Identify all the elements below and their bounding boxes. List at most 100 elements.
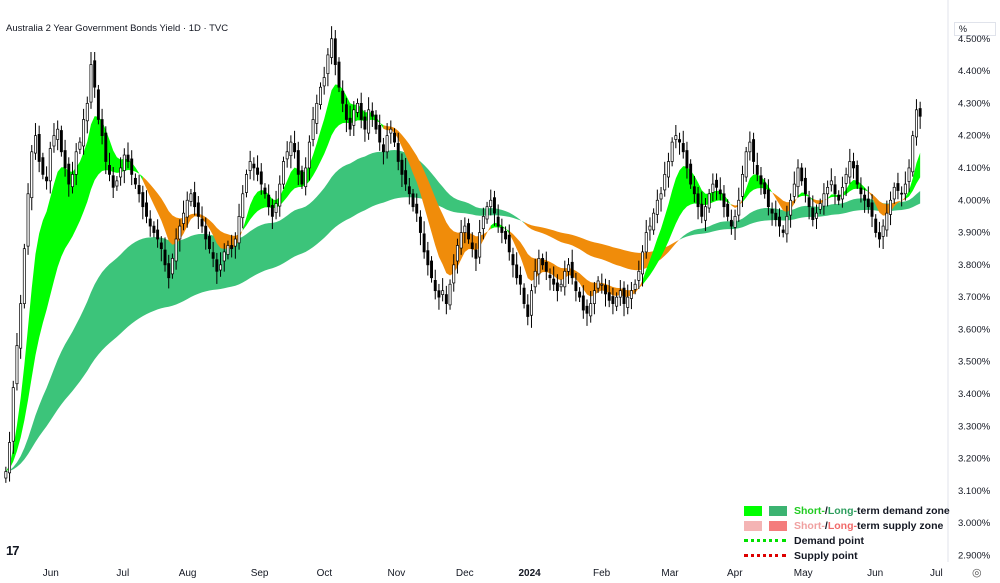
candle-body <box>93 60 97 88</box>
candle-body <box>563 270 567 288</box>
trend-bands <box>5 84 921 472</box>
candle-body <box>866 198 870 208</box>
candle-body <box>233 238 237 247</box>
candle-body <box>241 193 245 219</box>
candle-body <box>685 150 689 169</box>
candle-body <box>600 283 604 286</box>
candle-body <box>74 151 78 175</box>
candle-body <box>818 203 822 210</box>
candle-body <box>418 216 422 233</box>
candle-body <box>407 186 411 195</box>
candle-body <box>541 258 545 266</box>
candle-body <box>863 194 867 201</box>
candle-body <box>585 305 589 314</box>
y-tick-label: 4.300% <box>958 98 991 109</box>
candle-body <box>559 283 563 288</box>
candle-body <box>877 232 881 240</box>
candle-body <box>230 245 234 250</box>
candle-body <box>663 174 667 191</box>
candle-body <box>26 193 30 247</box>
candle-body <box>526 304 530 317</box>
candle-body <box>570 261 574 279</box>
candle-body <box>489 199 493 208</box>
candle-body <box>4 471 8 479</box>
candle-body <box>493 197 496 214</box>
y-axis: 4.500% 4.400% 4.300% 4.200% 4.100% 4.000% 3.90… <box>958 34 991 562</box>
candle-body <box>104 132 108 162</box>
long-term-zone <box>524 222 680 271</box>
x-axis: Jun Jul Aug Sep Oct Nov Dec 2024 Feb Mar Apr May Jun… <box>43 568 943 579</box>
y-tick-label: 3.800% <box>958 260 991 271</box>
candle-body <box>522 287 526 304</box>
candle-body <box>637 270 641 281</box>
candle-body <box>674 135 678 140</box>
candle-body <box>737 199 741 216</box>
candle-body <box>326 54 330 74</box>
candle-body <box>296 150 300 175</box>
candle-body <box>689 163 693 185</box>
candle-body <box>629 290 633 299</box>
candle-body <box>178 225 182 240</box>
candle-body <box>678 139 682 143</box>
candle-body <box>459 232 463 249</box>
candle-body <box>300 170 304 185</box>
candle-body <box>34 135 37 154</box>
y-tick-label: 3.200% <box>958 454 991 465</box>
candle-body <box>515 264 519 279</box>
candle-body <box>696 193 700 208</box>
candle-body <box>548 274 552 279</box>
candle-body <box>85 103 89 122</box>
candle-body <box>200 218 204 227</box>
tradingview-logo[interactable]: 17 <box>6 543 20 558</box>
candle-body <box>411 193 415 208</box>
candle-body <box>270 205 274 217</box>
candle-body <box>652 212 656 231</box>
candle-body <box>852 161 855 169</box>
legend-supply-point-label: Supply point <box>794 549 858 562</box>
candle-body <box>378 124 382 143</box>
candle-body <box>581 295 585 311</box>
settings-icon[interactable]: ◎ <box>972 567 982 579</box>
long-term-zone <box>679 191 921 240</box>
candle-body <box>715 179 719 188</box>
x-tick-label: 2024 <box>518 568 541 579</box>
legend-demand-point-label: Demand point <box>794 534 864 547</box>
candle-body <box>344 104 348 120</box>
candle-body <box>367 109 371 134</box>
demand-point-line <box>744 539 786 542</box>
candle-body <box>219 264 223 271</box>
candle-body <box>137 185 141 195</box>
unit-label[interactable]: % <box>954 22 996 36</box>
x-tick-label: Oct <box>317 568 333 579</box>
candle-body <box>67 163 71 185</box>
candle-body <box>785 216 789 235</box>
short-term-zone <box>5 116 143 472</box>
candle-body <box>722 193 726 208</box>
y-tick-label: 3.000% <box>958 518 991 529</box>
candle-body <box>170 258 174 275</box>
candle-body <box>633 283 637 290</box>
candle-body <box>430 260 433 279</box>
candle-body <box>726 203 730 217</box>
candle-body <box>518 274 522 285</box>
candle-body <box>145 202 148 217</box>
legend-demand-zone: Short- / Long- term demand zone <box>744 503 950 518</box>
candle-body <box>474 249 478 259</box>
chart-title: Australia 2 Year Government Bonds Yield … <box>6 23 229 34</box>
swatch-short-supply <box>744 520 762 531</box>
candle-body <box>641 251 644 275</box>
candle-body <box>122 154 126 171</box>
supply-point-line <box>744 554 786 557</box>
candle-body <box>567 264 570 272</box>
short-term-zone <box>242 84 384 231</box>
candle-body <box>607 292 611 301</box>
candle-body <box>63 150 67 169</box>
candle-body <box>840 186 844 200</box>
candle-body <box>319 86 322 105</box>
candle-body <box>855 165 859 185</box>
candle-body <box>803 177 807 195</box>
candle-body <box>741 174 744 197</box>
candle-body <box>100 119 104 137</box>
candle-body <box>89 64 93 103</box>
